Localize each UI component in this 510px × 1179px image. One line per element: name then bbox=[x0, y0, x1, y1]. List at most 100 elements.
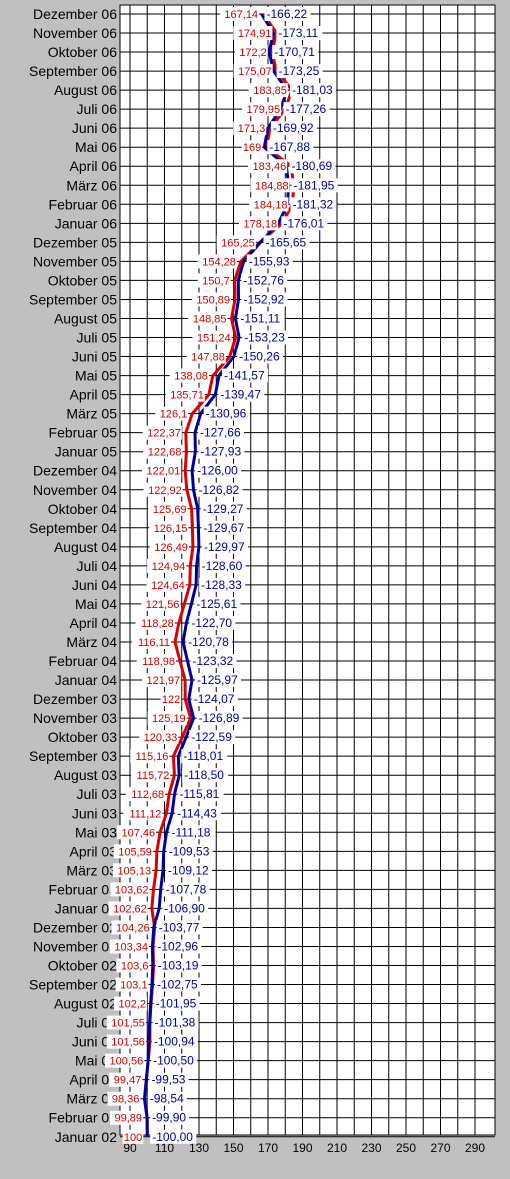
month-label: Mai 04 bbox=[75, 596, 117, 612]
red-value-label: 103,6 bbox=[121, 961, 149, 973]
blue-value-label-bg bbox=[196, 711, 243, 726]
red-value-label: 167,14 bbox=[224, 9, 258, 21]
red-value-label: 103,34 bbox=[114, 941, 148, 953]
red-value-label-bg bbox=[109, 1072, 143, 1087]
blue-value-label: -100,50 bbox=[153, 1054, 194, 1068]
month-label: Juni 04 bbox=[72, 577, 117, 593]
blue-value-label: -170,71 bbox=[274, 45, 315, 59]
month-label: Februar 04 bbox=[49, 653, 118, 669]
blue-value-label-bg bbox=[151, 1053, 198, 1068]
month-label: September 05 bbox=[29, 291, 117, 307]
blue-value-label: -151,11 bbox=[240, 311, 280, 325]
red-value-label: 112,68 bbox=[131, 789, 164, 801]
red-value-label: 118,28 bbox=[141, 618, 174, 630]
red-value-label-bg bbox=[116, 825, 157, 840]
red-value-label-bg bbox=[248, 159, 288, 174]
blue-value-label-bg bbox=[150, 1129, 197, 1144]
blue-value-label: -126,89 bbox=[199, 711, 240, 725]
red-value-label: 103,1 bbox=[120, 980, 148, 992]
red-value-label-bg bbox=[248, 83, 288, 98]
red-value-label-bg bbox=[241, 140, 263, 155]
blue-value-label-bg bbox=[165, 863, 212, 878]
x-tick-label: 210 bbox=[327, 1141, 347, 1155]
blue-value-label-bg bbox=[197, 425, 244, 440]
blue-value-label: -103,19 bbox=[158, 959, 199, 973]
red-value-label: 102,62 bbox=[113, 903, 147, 915]
blue-value-label: -181,95 bbox=[294, 178, 335, 192]
red-value-label-bg bbox=[241, 102, 282, 117]
red-value-label-bg bbox=[135, 615, 175, 630]
month-label: November 02 bbox=[33, 938, 117, 954]
red-value-label: 126,49 bbox=[154, 542, 188, 554]
blue-value-label-bg bbox=[153, 996, 200, 1011]
blue-value-label: -111,18 bbox=[172, 825, 211, 839]
blue-value-label: -103,77 bbox=[159, 920, 200, 934]
month-label: März 06 bbox=[66, 177, 117, 193]
blue-value-label-bg bbox=[147, 1091, 187, 1106]
red-value-label: 183,85 bbox=[253, 85, 287, 97]
month-label: Oktober 05 bbox=[48, 272, 117, 288]
red-value-label-bg bbox=[197, 273, 231, 288]
blue-value-label-bg bbox=[290, 197, 337, 212]
month-label: November 04 bbox=[33, 482, 117, 498]
blue-value-label-bg bbox=[203, 406, 250, 421]
red-value-label-bg bbox=[106, 1034, 146, 1049]
x-tick-label: 170 bbox=[258, 1141, 278, 1155]
red-value-label: 107,46 bbox=[121, 827, 155, 839]
blue-value-label-bg bbox=[186, 634, 233, 649]
blue-value-label: -130,96 bbox=[206, 407, 247, 421]
month-label: Juli 06 bbox=[77, 101, 118, 117]
red-value-label-bg bbox=[131, 634, 172, 649]
blue-value-label: -127,66 bbox=[200, 426, 241, 440]
red-value-label: 118,98 bbox=[142, 656, 175, 668]
red-value-label-bg bbox=[250, 178, 290, 193]
blue-value-label: -155,93 bbox=[249, 254, 290, 268]
month-label: August 04 bbox=[54, 539, 117, 555]
month-label: Mai 03 bbox=[75, 824, 117, 840]
red-value-label-bg bbox=[107, 1091, 141, 1106]
blue-value-label: -101,38 bbox=[155, 1016, 196, 1030]
blue-value-label: -167,88 bbox=[269, 140, 310, 154]
red-value-label: 121,56 bbox=[146, 599, 180, 611]
blue-value-label-bg bbox=[181, 749, 228, 764]
red-value-label-bg bbox=[147, 558, 187, 573]
red-value-label-bg bbox=[155, 406, 189, 421]
red-value-label-bg bbox=[238, 216, 279, 231]
blue-value-label: -176,01 bbox=[283, 216, 324, 230]
blue-value-label-bg bbox=[166, 844, 213, 859]
month-label: Dezember 02 bbox=[33, 919, 117, 935]
red-value-label: 169 bbox=[243, 142, 261, 154]
blue-value-label-bg bbox=[289, 159, 336, 174]
red-value-label: 178,18 bbox=[243, 218, 277, 230]
blue-value-label: -101,95 bbox=[156, 997, 197, 1011]
blue-value-label: -118,50 bbox=[184, 768, 224, 782]
blue-value-label-bg bbox=[149, 1072, 189, 1087]
red-value-label-bg bbox=[111, 920, 151, 935]
month-label: Juli 03 bbox=[77, 786, 118, 802]
red-value-label: 122,37 bbox=[147, 428, 181, 440]
red-value-label-bg bbox=[141, 596, 181, 611]
red-value-label-bg bbox=[160, 692, 182, 707]
red-value-label: 124,64 bbox=[151, 580, 185, 592]
red-value-label: 101,56 bbox=[111, 1037, 145, 1049]
blue-value-label-bg bbox=[241, 273, 288, 288]
red-value-label-bg bbox=[143, 444, 183, 459]
red-value-label: 183,46 bbox=[253, 161, 287, 173]
blue-value-label-bg bbox=[169, 825, 216, 840]
red-value-label: 99,89 bbox=[115, 1113, 143, 1125]
blue-value-label-bg bbox=[221, 368, 268, 383]
red-value-label: 115,72 bbox=[137, 770, 170, 782]
red-series-labels: 167,14 174,91 172,2 175,07 183,85 179,95 171,3… bbox=[105, 7, 290, 1144]
red-value-label: 138,08 bbox=[174, 371, 208, 383]
red-value-label-bg bbox=[216, 235, 256, 250]
blue-value-label: -123,32 bbox=[192, 654, 233, 668]
month-label: Februar 02 bbox=[49, 1110, 118, 1126]
blue-value-label-bg bbox=[238, 311, 285, 326]
blue-value-label-bg bbox=[195, 463, 242, 478]
blue-value-label: -173,11 bbox=[278, 26, 318, 40]
blue-value-label-bg bbox=[199, 577, 246, 592]
blue-value-label: -109,53 bbox=[169, 844, 210, 858]
blue-value-label: -109,12 bbox=[168, 863, 209, 877]
blue-value-label: -165,65 bbox=[265, 235, 306, 249]
month-label: Oktober 06 bbox=[48, 44, 117, 60]
